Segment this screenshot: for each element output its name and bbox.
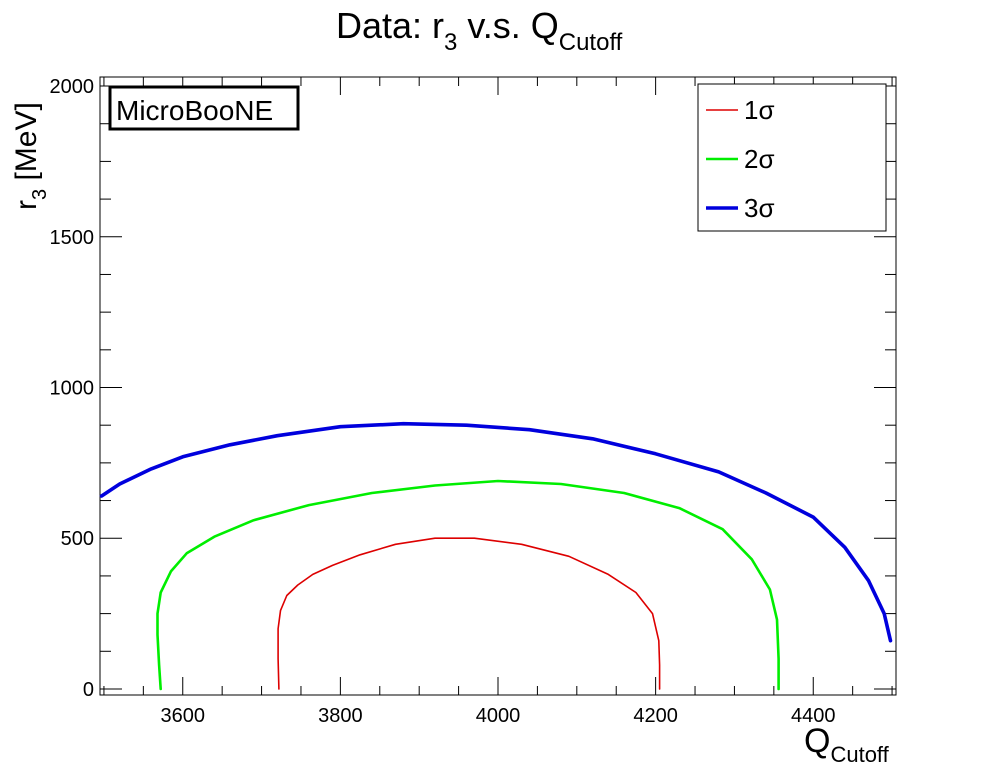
contour-2sigma <box>156 479 780 691</box>
contour-3sigma <box>99 421 893 643</box>
x-tick-label: 3600 <box>161 705 206 727</box>
x-tick-label: 4000 <box>476 705 521 727</box>
legend-label-3sigma: 3σ <box>744 193 775 223</box>
contour-1sigma <box>277 537 661 690</box>
x-tick-label: 4400 <box>791 705 836 727</box>
microboone-label: MicroBooNE <box>116 95 273 126</box>
legend: 1σ 2σ 3σ <box>697 83 887 232</box>
x-tick-label: 4200 <box>633 705 678 727</box>
y-axis-label: r3 [MeV] <box>10 102 51 210</box>
legend-label-2sigma: 2σ <box>744 144 775 174</box>
microboone-badge: MicroBooNE <box>108 85 300 131</box>
y-tick-label: 1500 <box>50 227 95 249</box>
y-tick-label: 500 <box>61 528 94 550</box>
axis-tick-labels: 3600 3800 4000 4200 4400 0 500 1000 1500 2000 <box>50 76 836 727</box>
legend-label-1sigma: 1σ <box>744 95 775 125</box>
chart-title: Data: r3 v.s. QCutoff <box>336 5 623 56</box>
y-tick-label: 2000 <box>50 76 95 98</box>
y-tick-label: 1000 <box>50 378 95 400</box>
contour-curves <box>99 421 893 691</box>
x-tick-label: 3800 <box>318 705 363 727</box>
y-tick-label: 0 <box>83 679 94 701</box>
x-axis-label: QCutoff <box>804 722 890 767</box>
